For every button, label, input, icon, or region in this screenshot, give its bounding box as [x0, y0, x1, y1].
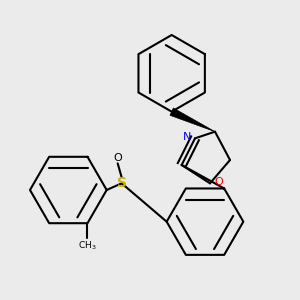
- Text: CH$_3$: CH$_3$: [78, 239, 97, 252]
- Text: O: O: [113, 153, 122, 163]
- Text: S: S: [117, 176, 127, 190]
- Text: O: O: [214, 177, 223, 187]
- Text: N: N: [182, 132, 191, 142]
- Polygon shape: [170, 108, 215, 132]
